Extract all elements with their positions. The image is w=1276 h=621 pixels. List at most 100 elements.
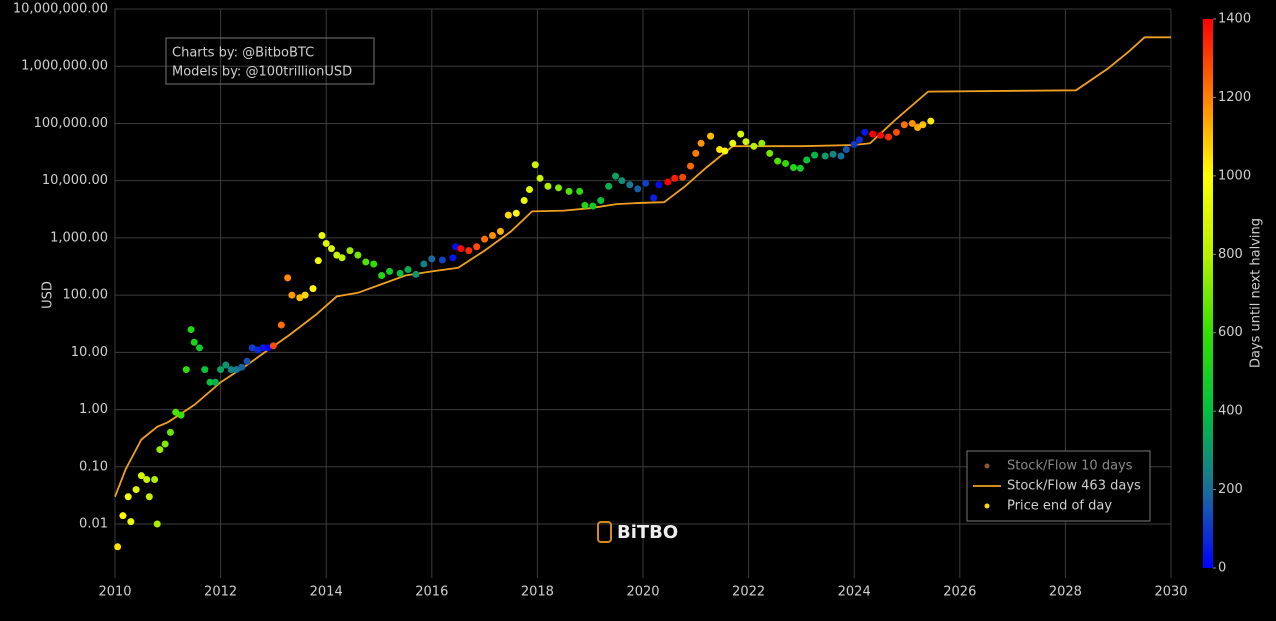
price-dot: [837, 152, 845, 160]
price-dot: [457, 245, 465, 253]
price-dot: [420, 260, 428, 268]
watermark: BiTBO: [597, 521, 678, 543]
price-dot: [489, 232, 497, 240]
price-dot: [119, 512, 127, 520]
price-dot: [143, 476, 151, 484]
price-dot: [697, 139, 705, 147]
price-dot: [692, 149, 700, 157]
x-tick-label: 2012: [204, 585, 237, 600]
price-dot: [707, 132, 715, 140]
price-dot: [555, 184, 563, 192]
price-dot: [496, 227, 504, 235]
price-dot: [634, 185, 642, 193]
price-dot: [114, 543, 122, 551]
legend-label: Stock/Flow 463 days: [1007, 479, 1141, 494]
price-dot: [206, 378, 214, 386]
price-dot: [612, 172, 620, 180]
colorbar-tick-label: 1200: [1218, 90, 1251, 105]
x-tick-label: 2016: [415, 585, 448, 600]
price-dot: [766, 149, 774, 157]
price-dot: [664, 178, 672, 186]
y-tick-label: 1.00: [79, 402, 108, 417]
price-dot: [671, 174, 679, 182]
price-dot: [465, 247, 473, 255]
price-dot: [589, 202, 597, 210]
price-dot: [187, 326, 195, 334]
colorbar-tick-label: 0: [1218, 561, 1226, 576]
colorbar-title: Days until next halving: [1249, 218, 1264, 368]
price-dot: [322, 239, 330, 247]
price-dot: [254, 346, 262, 354]
y-axis-label: USD: [41, 281, 56, 309]
price-dot: [796, 164, 804, 172]
price-dot: [850, 140, 858, 148]
x-tick-label: 2030: [1154, 585, 1187, 600]
price-dot: [721, 147, 729, 155]
price-dot: [288, 291, 296, 299]
colorbar-tick-label: 800: [1218, 247, 1243, 262]
price-dot: [166, 428, 174, 436]
price-dot: [597, 197, 605, 205]
y-tick-label: 100,000.00: [34, 116, 108, 131]
annotation: Charts by: @BitboBTC: [172, 46, 314, 61]
price-dot: [750, 142, 758, 150]
price-dot: [277, 321, 285, 329]
price-dot: [396, 269, 404, 277]
price-dot: [774, 157, 782, 165]
price-dot: [156, 446, 164, 454]
price-dot: [618, 177, 626, 185]
legend-label: Stock/Flow 10 days: [1007, 459, 1133, 474]
price-dot: [132, 486, 140, 494]
y-tick-label: 1,000,000.00: [21, 59, 108, 74]
price-dot: [927, 117, 935, 125]
price-dot: [544, 182, 552, 190]
price-dot: [877, 131, 885, 139]
model-line: [114, 36, 1171, 498]
price-dot: [137, 472, 145, 480]
legend-label: Price end of day: [1007, 499, 1112, 514]
price-dot: [908, 119, 916, 127]
price-dot: [626, 181, 634, 189]
price-dot: [737, 130, 745, 138]
price-dot: [301, 291, 309, 299]
price-dot: [327, 245, 335, 253]
price-dot: [803, 156, 811, 164]
price-dot: [520, 197, 528, 205]
x-tick-label: 2014: [310, 585, 343, 600]
colorbar-tick-label: 600: [1218, 325, 1243, 340]
price-dot: [914, 123, 922, 131]
price-dot: [531, 161, 539, 169]
price-dot: [201, 366, 209, 374]
price-dot: [885, 133, 893, 141]
x-tick-label: 2018: [521, 585, 554, 600]
watermark-text: BiTBO: [617, 522, 678, 543]
x-tick-label: 2022: [732, 585, 765, 600]
colorbar-tick-label: 1000: [1218, 168, 1251, 183]
colorbar-tick-label: 200: [1218, 482, 1243, 497]
price-dot: [504, 211, 512, 219]
price-dot: [227, 366, 235, 374]
price-dot: [655, 181, 663, 189]
price-dot: [362, 258, 370, 266]
price-dot: [428, 255, 436, 263]
price-dot: [211, 378, 219, 386]
price-dot: [318, 232, 326, 240]
price-dot: [338, 254, 346, 262]
price-dot: [512, 209, 520, 217]
price-dot: [565, 187, 573, 195]
price-dot: [525, 186, 533, 194]
y-tick-label: 0.10: [79, 459, 108, 474]
x-tick-label: 2020: [626, 585, 659, 600]
y-tick-label: 10,000.00: [42, 173, 108, 188]
price-dot: [243, 357, 251, 365]
price-dot: [172, 408, 180, 416]
price-dot: [821, 152, 829, 160]
price-dot: [314, 257, 322, 265]
legend-marker: [984, 463, 990, 469]
price-dot: [153, 520, 161, 528]
price-dot: [581, 201, 589, 209]
price-dot: [195, 344, 203, 352]
price-dot: [370, 260, 378, 268]
price-dot: [182, 366, 190, 374]
price-dot: [687, 162, 695, 170]
